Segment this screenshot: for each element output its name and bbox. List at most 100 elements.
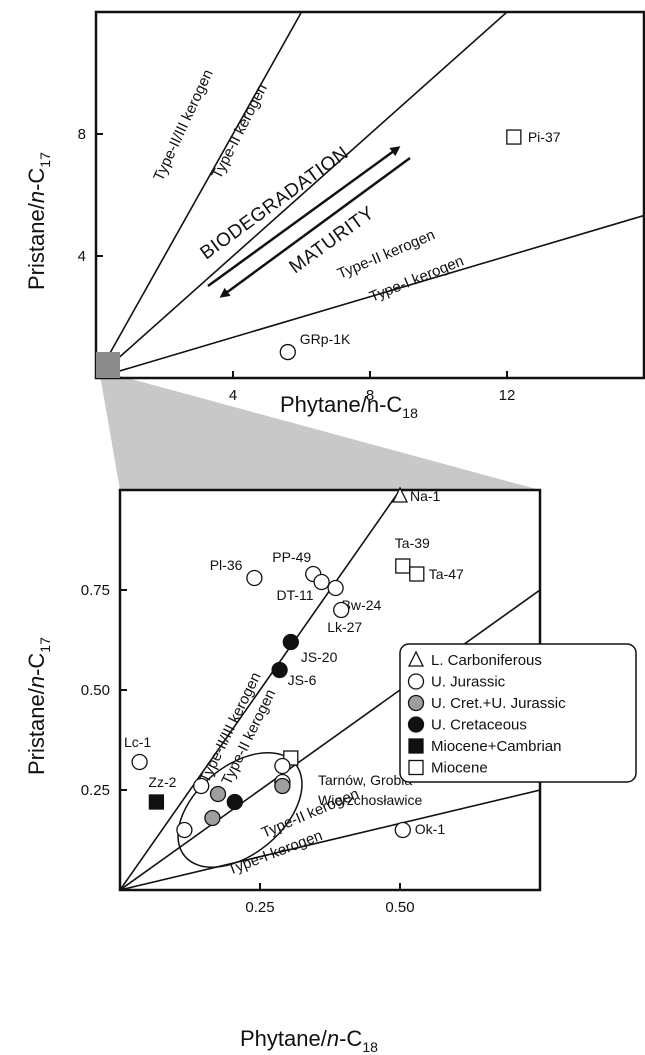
kerogen-line-0 [120,490,401,890]
point-label: PP-49 [272,549,311,565]
data-point-u_jurassic [279,343,296,361]
legend-label: L. Carboniferous [431,652,542,669]
data-point-u_jurassic [274,757,291,775]
legend: L. Carboniferous U. Jurassic U. Cret.+U. J… [399,643,637,783]
point-label: Pl-36 [210,557,243,573]
point-label: DT-11 [277,587,314,603]
legend-marker-u_cretaceous [407,716,425,733]
bottom-y-title-n: n [24,676,49,688]
y-tick-label: 0.75 [81,582,110,599]
top-x-title-main: Phytane/n-C [280,392,402,417]
bottom-y-title-post: -C [24,653,49,676]
point-label: Bw-24 [342,597,382,613]
x-tick-label: 12 [499,387,516,404]
point-label: Pi-37 [528,129,561,145]
bottom-x-title-pre: Phytane/ [240,1026,328,1051]
data-point-miocene [395,558,411,574]
maturity-arrow [219,156,411,298]
bottom-x-title-sub: 18 [362,1039,378,1055]
kerogen-line-2 [120,789,540,890]
top-y-title-pre: Pristane/ [24,202,49,290]
legend-marker-l_carboniferous [407,650,425,667]
x-tick-label: 0.50 [385,899,414,916]
point-label: Lk-27 [327,619,362,635]
kerogen-line-1 [96,12,509,378]
top-label-type-23: Type-II/III kerogen [150,67,217,184]
bottom-y-title-sub: 17 [37,637,53,653]
legend-marker-miocene [408,759,424,776]
top-x-title-sub: 18 [402,405,418,421]
point-label: GRp-1K [300,331,351,347]
top-y-title-sub: 17 [37,152,53,168]
point-label: Na-1 [410,488,441,504]
tarnow-note-line1: Tarnów, Grobla [318,772,412,788]
x-tick-label: 4 [229,387,237,404]
kerogen-line-1 [120,589,540,890]
y-tick-label: 4 [78,248,86,265]
point-label: Ta-39 [395,535,430,551]
data-point-l_carboniferous [391,486,409,503]
data-point-u_cret_u_jurassic [209,785,227,803]
y-tick-label: 0.50 [81,682,110,699]
data-point-u_jurassic [246,569,263,587]
top-data-points: Pi-37 GRp-1K [279,129,561,361]
bottom-axis-ticks: 0.25 0.50 0.25 0.50 0.75 [81,582,415,916]
point-label: Zz-2 [148,774,176,790]
data-point-u_cret_u_jurassic [204,809,221,827]
data-point-u_jurassic [394,821,411,839]
data-point-u_cretaceous [271,661,288,679]
legend-marker-u_jurassic [407,673,425,690]
top-y-title-post: -C [24,168,49,191]
data-point-u_jurassic [327,579,344,597]
x-tick-label: 8 [366,387,374,404]
zoom-wedge [96,352,540,490]
top-x-axis-title: Phytane/n-C18 [280,392,418,421]
legend-box [399,643,637,783]
top-label-type-2-steep: Type-II kerogen [208,81,270,182]
zoom-inset-box [96,352,120,378]
legend-label: Miocene+Cambrian [431,738,561,755]
top-kerogen-lines [96,12,644,378]
top-plot-frame [94,10,645,380]
legend-items: L. Carboniferous U. Jurassic U. Cret.+U. J… [407,650,566,777]
point-label: Lc-1 [124,734,151,750]
point-label: JS-6 [288,672,317,688]
data-point-miocene [506,129,522,145]
bottom-x-title-n: n [327,1026,339,1051]
legend-label: U. Jurassic [431,674,506,691]
bottom-y-axis-title: Pristane/n-C17 [24,637,53,775]
data-point-u_cretaceous [282,633,299,651]
bottom-x-title-post: -C [339,1026,362,1051]
top-y-axis-title: Pristane/n-C17 [24,152,53,290]
legend-marker-miocene_cambrian [408,738,424,754]
legend-marker-u_cret_u_jurassic [407,694,425,712]
kerogen-line-0 [96,12,303,378]
bottom-data-points: Na-1 Ta-39 Ta-47 Pl-36 PP-49 DT-11 Bw-24 Lk-27 J… [124,486,464,839]
data-point-u_cret_u_jurassic [274,777,291,795]
legend-label: U. Cretaceous [431,717,527,734]
bottom-x-axis-title: Phytane/n-C18 [240,1026,378,1055]
legend-label: Miocene [431,760,488,777]
point-label: JS-20 [301,649,338,665]
top-y-title-n: n [24,191,49,203]
data-point-u_jurassic [176,821,193,839]
legend-label: U. Cret.+U. Jurassic [431,695,566,712]
data-point-u_jurassic [193,777,210,795]
data-point-miocene_cambrian [148,794,165,810]
y-tick-label: 0.25 [81,782,110,799]
point-label: Ta-47 [429,566,464,582]
top-panel: 4 8 12 4 8 Pi-37 GRp-1K Type-II/III kerogen T… [24,10,645,421]
y-tick-label: 8 [78,126,86,143]
bottom-panel: 0.25 0.50 0.25 0.50 0.75 Na-1 Ta-39 Ta-47 Pl-36… [24,486,637,1055]
x-tick-label: 0.25 [245,899,274,916]
data-point-u_cretaceous [226,793,243,811]
bottom-kerogen-lines [120,490,540,890]
point-label: Ok-1 [415,821,446,837]
data-point-miocene [409,566,425,582]
data-point-u_jurassic [131,753,148,771]
data-point-u_jurassic [333,601,350,619]
tarnow-note-line2: Wierzchosławice [318,792,422,808]
biodegradation-arrow [207,146,401,288]
bottom-y-title-pre: Pristane/ [24,687,49,775]
